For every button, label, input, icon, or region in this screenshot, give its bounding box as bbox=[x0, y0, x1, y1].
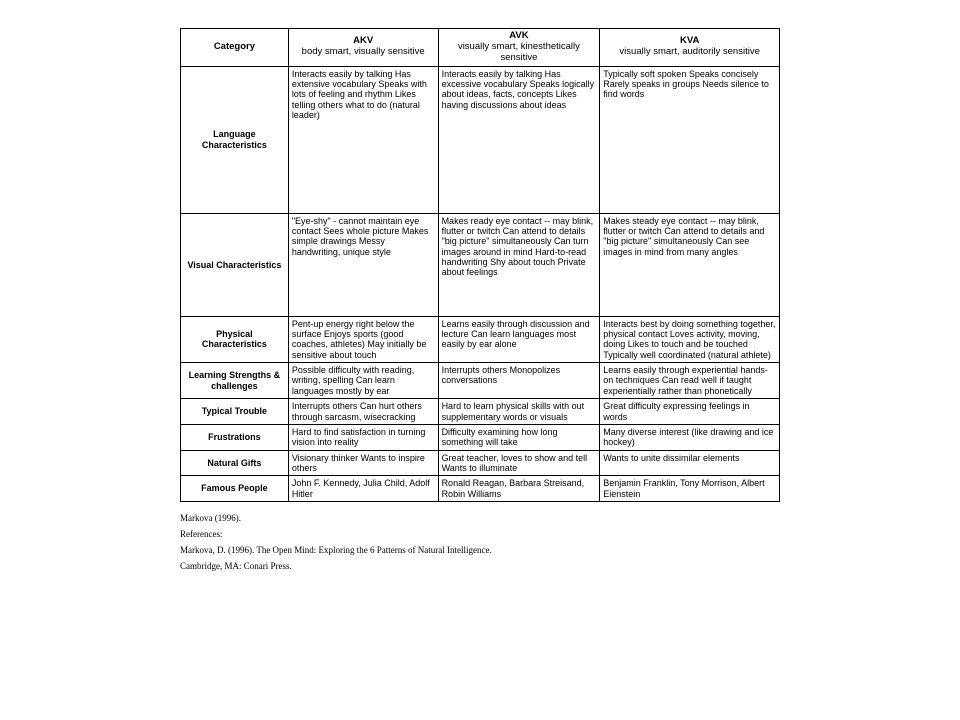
ref-line-1: Markova (1996). bbox=[180, 512, 780, 524]
header-akv-sub: body smart, visually sensitive bbox=[292, 47, 435, 58]
cell-kva: Great difficulty expressing feelings in … bbox=[600, 399, 780, 425]
header-kva-main: KVA bbox=[680, 35, 699, 46]
row-category: Famous People bbox=[181, 476, 289, 502]
cell-kva: Wants to unite dissimilar elements bbox=[600, 450, 780, 476]
cell-kva: Many diverse interest (like drawing and … bbox=[600, 424, 780, 450]
header-akv-main: AKV bbox=[353, 35, 373, 46]
cell-akv: John F. Kennedy, Julia Child, Adolf Hitl… bbox=[288, 476, 438, 502]
header-avk-sub: visually smart, kinesthetically sensitiv… bbox=[442, 42, 597, 64]
table-header: Category AKV body smart, visually sensit… bbox=[181, 29, 780, 67]
row-category: Natural Gifts bbox=[181, 450, 289, 476]
cell-akv: Visionary thinker Wants to inspire other… bbox=[288, 450, 438, 476]
cell-kva: Benjamin Franklin, Tony Morrison, Albert… bbox=[600, 476, 780, 502]
table-row: Physical CharacteristicsPent-up energy r… bbox=[181, 316, 780, 362]
cell-akv: Interrupts others Can hurt others throug… bbox=[288, 399, 438, 425]
cell-avk: Great teacher, loves to show and tell Wa… bbox=[438, 450, 600, 476]
header-akv: AKV body smart, visually sensitive bbox=[288, 29, 438, 67]
cell-avk: Difficulty examining how long something … bbox=[438, 424, 600, 450]
table-row: Visual Characteristics"Eye-shy" - cannot… bbox=[181, 213, 780, 316]
cell-avk: Learns easily through discussion and lec… bbox=[438, 316, 600, 362]
header-kva-sub: visually smart, auditorily sensitive bbox=[603, 47, 776, 58]
cell-akv: Pent-up energy right below the surface E… bbox=[288, 316, 438, 362]
row-category: Physical Characteristics bbox=[181, 316, 289, 362]
page: Category AKV body smart, visually sensit… bbox=[0, 0, 960, 572]
references: Markova (1996). References: Markova, D. … bbox=[180, 512, 780, 573]
cell-akv: Interacts easily by talking Has extensiv… bbox=[288, 66, 438, 213]
header-category: Category bbox=[181, 29, 289, 67]
cell-avk: Interrupts others Monopolizes conversati… bbox=[438, 363, 600, 399]
row-category: Frustrations bbox=[181, 424, 289, 450]
table-row: Natural GiftsVisionary thinker Wants to … bbox=[181, 450, 780, 476]
ref-line-3: Markova, D. (1996). The Open Mind: Explo… bbox=[180, 544, 780, 556]
cell-avk: Interacts easily by talking Has excessiv… bbox=[438, 66, 600, 213]
cell-akv: Hard to find satisfaction in turning vis… bbox=[288, 424, 438, 450]
cell-akv: Possible difficulty with reading, writin… bbox=[288, 363, 438, 399]
cell-kva: Learns easily through experiential hands… bbox=[600, 363, 780, 399]
row-category: Typical Trouble bbox=[181, 399, 289, 425]
table-body: Language CharacteristicsInteracts easily… bbox=[181, 66, 780, 501]
table-row: Learning Strengths & challengesPossible … bbox=[181, 363, 780, 399]
header-avk: AVK visually smart, kinesthetically sens… bbox=[438, 29, 600, 67]
cell-kva: Interacts best by doing something togeth… bbox=[600, 316, 780, 362]
table-row: Famous PeopleJohn F. Kennedy, Julia Chil… bbox=[181, 476, 780, 502]
row-category: Language Characteristics bbox=[181, 66, 289, 213]
cell-akv: "Eye-shy" - cannot maintain eye contact … bbox=[288, 213, 438, 316]
header-kva: KVA visually smart, auditorily sensitive bbox=[600, 29, 780, 67]
cell-kva: Makes steady eye contact -- may blink, f… bbox=[600, 213, 780, 316]
ref-line-4: Cambridge, MA: Conari Press. bbox=[180, 560, 780, 572]
cell-kva: Typically soft spoken Speaks concisely R… bbox=[600, 66, 780, 213]
row-category: Learning Strengths & challenges bbox=[181, 363, 289, 399]
ref-line-2: References: bbox=[180, 528, 780, 540]
cell-avk: Ronald Reagan, Barbara Streisand, Robin … bbox=[438, 476, 600, 502]
table-row: Typical TroubleInterrupts others Can hur… bbox=[181, 399, 780, 425]
cell-avk: Hard to learn physical skills with out s… bbox=[438, 399, 600, 425]
row-category: Visual Characteristics bbox=[181, 213, 289, 316]
table-row: Language CharacteristicsInteracts easily… bbox=[181, 66, 780, 213]
learning-styles-table: Category AKV body smart, visually sensit… bbox=[180, 28, 780, 502]
header-avk-main: AVK bbox=[509, 30, 528, 41]
table-row: FrustrationsHard to find satisfaction in… bbox=[181, 424, 780, 450]
cell-avk: Makes ready eye contact -- may blink, fl… bbox=[438, 213, 600, 316]
